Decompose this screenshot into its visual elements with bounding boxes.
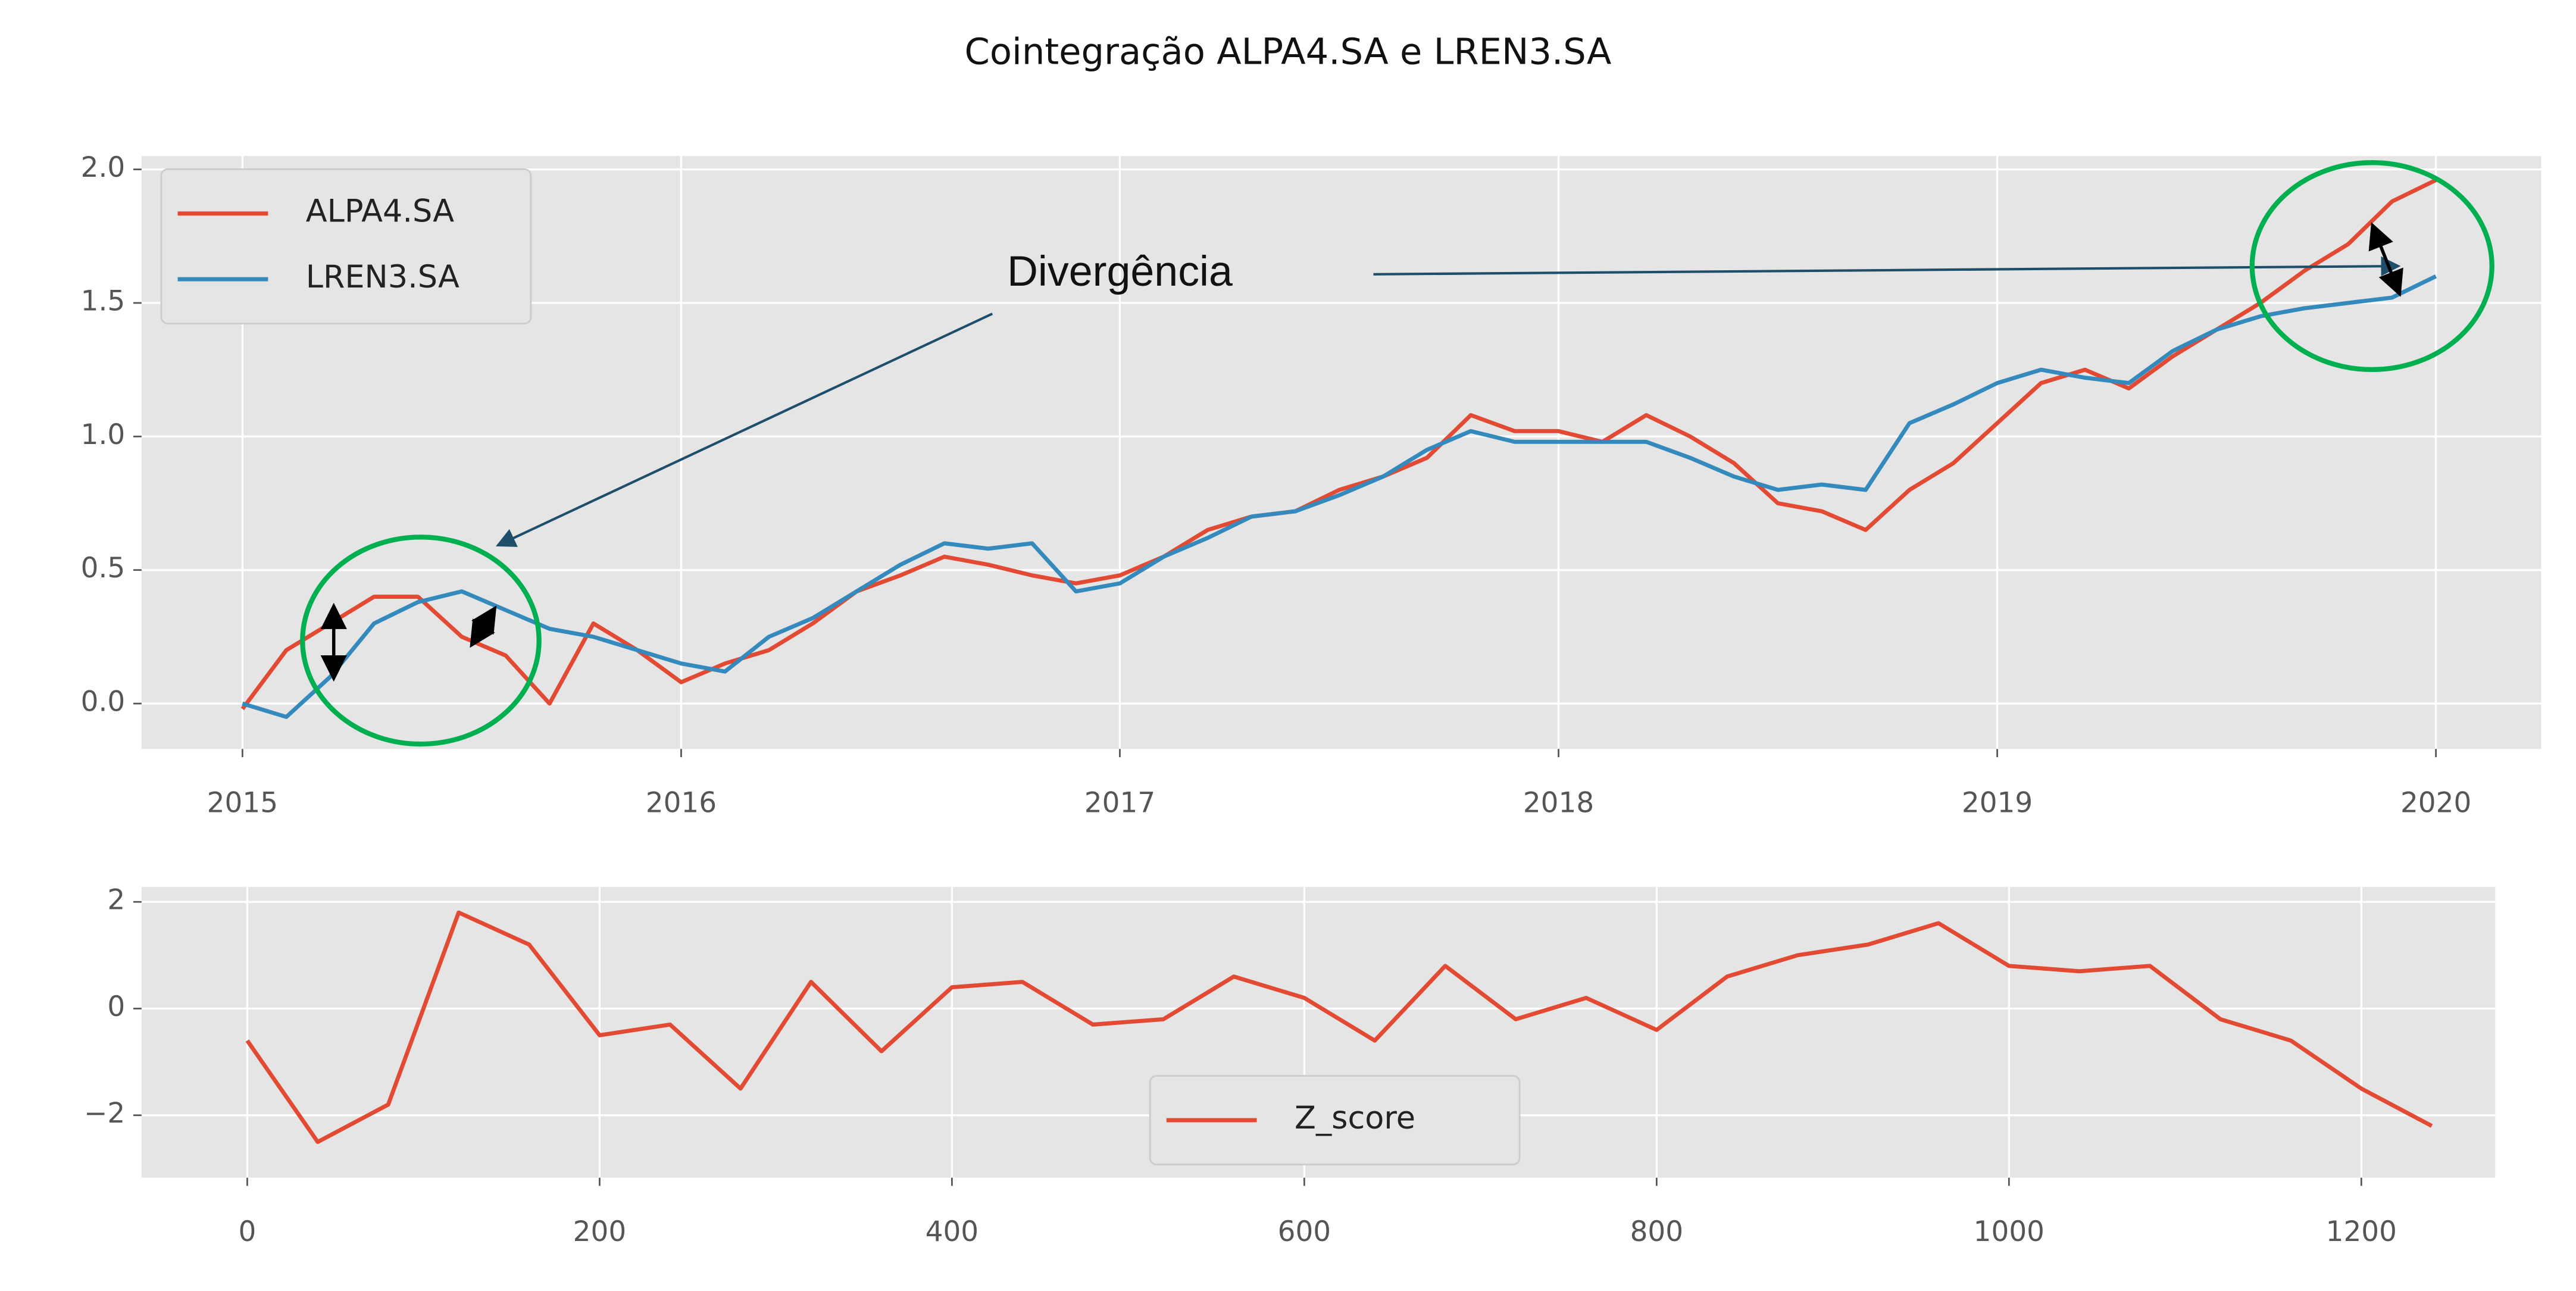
y-tick-label: 1.5 <box>81 285 126 317</box>
y-tick-label: 0 <box>107 990 125 1023</box>
x-tick-label: 400 <box>926 1215 979 1248</box>
legend-label: ALPA4.SA <box>306 193 454 230</box>
highlight-circle <box>300 534 542 747</box>
x-tick-label: 1200 <box>2326 1215 2397 1248</box>
y-tick-label: 0.5 <box>81 552 126 584</box>
x-tick-label: 2020 <box>2400 787 2471 820</box>
legend-box <box>160 168 532 325</box>
gap-arrow <box>2368 222 2403 297</box>
x-tick-label: 2018 <box>1523 787 1594 820</box>
x-tick-label: 2015 <box>207 787 278 820</box>
legend-label: LREN3.SA <box>306 259 459 295</box>
x-tick-label: 800 <box>1630 1215 1684 1248</box>
annotation-arrow <box>1373 256 2401 276</box>
x-tick-label: 200 <box>573 1215 627 1248</box>
y-tick-label: 2 <box>107 884 125 917</box>
line <box>245 910 2433 1144</box>
gap-arrow <box>470 605 497 648</box>
y-tick-label: 1.0 <box>81 418 126 451</box>
legend: ALPA4.SA LREN3.SA <box>160 168 532 325</box>
y-tick-label: 0.0 <box>81 686 126 718</box>
x-tick-label: 1000 <box>1974 1215 2044 1248</box>
y-tick-label: −2 <box>84 1097 125 1130</box>
plots: 2015 2016 2017 2018 2019 2020 0.0 0.5 1.0 1.5 2.0 A… <box>81 151 2541 1248</box>
x-tick-label: 0 <box>239 1215 257 1248</box>
x-tick-label: 2019 <box>1962 787 2033 820</box>
x-tick-label: 600 <box>1278 1215 1331 1248</box>
legend-box <box>1149 1075 1521 1165</box>
legend-label: Z_score <box>1295 1100 1415 1136</box>
annotations: Divergência <box>300 160 2494 747</box>
legend: Z_score <box>1149 1075 1521 1165</box>
plot-area <box>141 156 2541 749</box>
x-tick-label: 2017 <box>1084 787 1155 820</box>
highlight-circle <box>2249 160 2494 373</box>
x-tick-label: 2016 <box>646 787 717 820</box>
line <box>242 274 2437 719</box>
chart-title: Cointegração ALPA4.SA e LREN3.SA <box>965 32 1612 73</box>
annotation-arrow <box>495 312 993 547</box>
y-tick-label: 2.0 <box>81 151 126 184</box>
annotation-text: Divergência <box>1007 248 1233 295</box>
